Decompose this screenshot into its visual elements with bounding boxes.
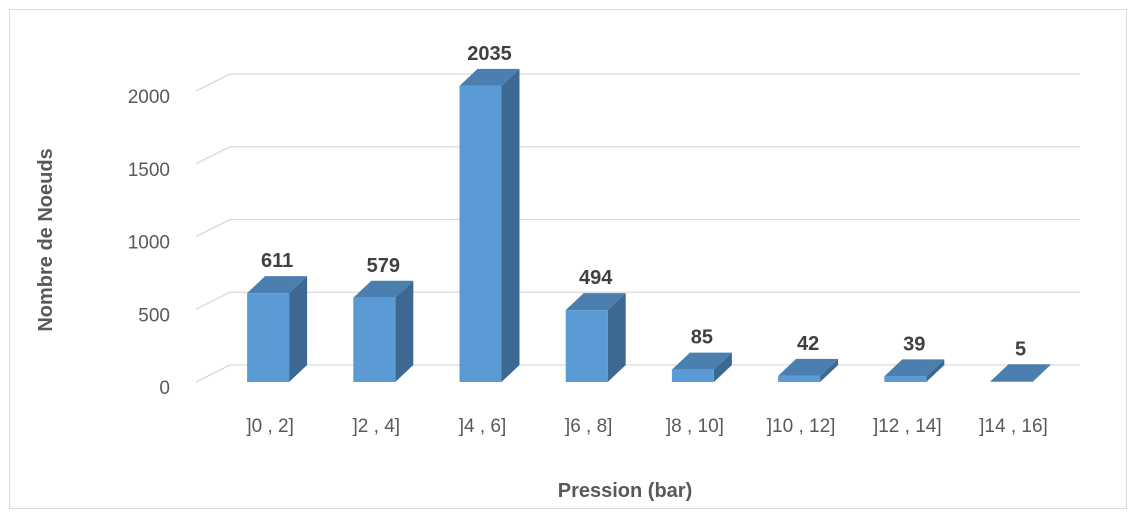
bar-side-3 [607,293,626,382]
bar-side-4 [713,352,732,382]
bar-side-7 [1032,364,1051,382]
y-tick-label-4: 2000 [128,87,170,108]
chart-frame [9,9,1127,509]
data-label-0: 611 [261,250,293,272]
data-label-7: 5 [1015,338,1026,360]
data-label-5: 42 [797,333,819,355]
bar-side-0 [289,276,308,382]
y-axis-title: Nombre de Noeuds [35,148,57,331]
bar-side-2 [501,68,520,382]
bar-top-4 [671,352,732,370]
bar-top-0 [247,276,308,294]
x-tick-label-2: ]4 , 6] [459,416,507,437]
y-tick-label-1: 500 [138,305,170,326]
bar-5 [778,358,839,382]
x-tick-label-3: ]6 , 8] [565,416,613,437]
bar-front-3 [565,310,608,382]
bar-side-6 [926,359,945,382]
bar-6 [884,359,945,382]
bar-front-2 [459,85,502,382]
bar-side-5 [820,358,839,382]
data-label-6: 39 [903,333,925,355]
x-tick-label-1: ]2 , 4] [353,416,401,437]
data-label-3: 494 [579,267,613,289]
bar-front-4 [671,369,714,382]
y-tick-label-0: 0 [159,378,170,399]
gridline-corner-4 [195,73,231,92]
bar-7 [990,364,1051,382]
y-tick-label-3: 1500 [128,160,170,181]
gridline-corner-2 [195,218,231,238]
data-label-1: 579 [367,255,400,277]
bar-side-1 [395,280,414,382]
bar-top-2 [459,68,520,86]
bar-2 [459,68,520,382]
bar-top-5 [778,358,839,376]
bar-top-6 [884,359,945,377]
bar-top-3 [565,293,626,311]
x-tick-label-4: ]8 , 10] [666,416,724,437]
bar-3 [565,293,626,382]
bar-front-5 [778,375,821,382]
x-axis-ticks: ]0 , 2] ]2 , 4] ]4 , 6] ]6 , 8] ]8 , 10] ]10 … [246,416,1048,437]
y-tick-label-2: 1000 [128,233,170,254]
gridline-corner-1 [195,291,231,310]
x-tick-label-0: ]0 , 2] [246,416,294,437]
bar-front-6 [884,376,927,382]
x-tick-label-5: ]10 , 12] [767,416,836,437]
bar-front-1 [353,297,396,382]
bar-4 [671,352,732,382]
data-label-4: 85 [691,327,713,349]
bar-1 [353,280,414,382]
bar-top-7 [990,364,1051,382]
bar-0 [247,276,308,382]
y-axis-ticks: 0 500 1000 1500 2000 [128,87,170,399]
data-labels: 611 579 2035 494 85 42 39 5 [261,43,1026,360]
x-tick-label-6: ]12 , 14] [873,416,942,437]
bar-front-0 [247,293,290,382]
data-label-2: 2035 [467,43,512,65]
gridline-corner-0 [195,364,231,383]
gridline-corner-3 [195,146,231,165]
bars [247,68,1051,382]
gridlines [195,73,1080,383]
bar-front-7 [990,381,1033,382]
x-axis-title: Pression (bar) [558,480,692,502]
bar-top-1 [353,280,414,298]
x-tick-label-7: ]14 , 16] [979,416,1048,437]
